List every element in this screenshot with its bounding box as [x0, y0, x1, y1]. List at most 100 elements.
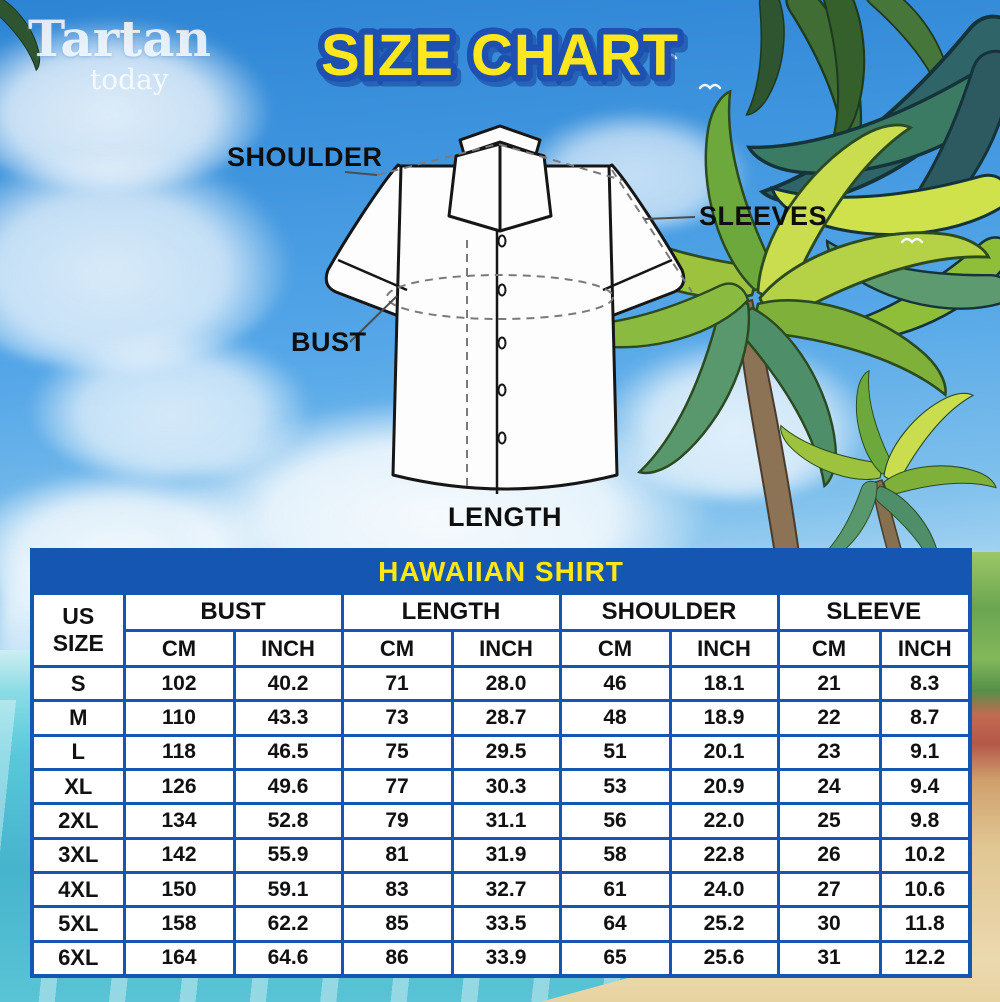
size-table: HAWAIIAN SHIRT US SIZE BUST LENGTH SHOUL… [30, 548, 973, 978]
size-value-cell: 56 [558, 802, 672, 840]
size-value-cell: 48 [558, 699, 672, 737]
size-value-cell: 81 [340, 836, 454, 874]
table-row: S 102 40.2 71 28.0 46 18.1 21 8.3 [30, 664, 972, 703]
size-value-cell: 110 [122, 699, 236, 737]
us-size-header: US SIZE [30, 592, 126, 668]
size-value-cell: 59.1 [232, 870, 344, 909]
size-label-cell: 2XL [30, 802, 126, 840]
size-value-cell: 18.9 [668, 699, 780, 737]
size-value-cell: 65 [558, 939, 672, 978]
size-label-cell: L [30, 733, 126, 771]
table-row: 3XL 142 55.9 81 31.9 58 22.8 26 10.2 [30, 836, 972, 874]
size-value-cell: 64.6 [232, 939, 344, 978]
size-value-cell: 31.1 [450, 802, 562, 840]
title-shadow-text: SIZE CHART [325, 28, 683, 93]
size-value-cell: 21 [776, 664, 882, 703]
size-value-cell: 61 [558, 870, 672, 909]
table-row: 6XL 164 64.6 86 33.9 65 25.6 31 12.2 [30, 939, 972, 978]
size-value-cell: 77 [340, 767, 454, 806]
size-value-cell: 18.1 [668, 664, 780, 703]
column-group-sleeve: SLEEVE [776, 592, 972, 632]
size-value-cell: 46 [558, 664, 672, 703]
size-label-cell: 6XL [30, 939, 126, 978]
size-value-cell: 31 [776, 939, 882, 978]
table-row: XL 126 49.6 77 30.3 53 20.9 24 9.4 [30, 767, 972, 806]
table-row: 4XL 150 59.1 83 32.7 61 24.0 27 10.6 [30, 870, 972, 909]
size-value-cell: 10.6 [878, 870, 972, 909]
column-group-bust: BUST [122, 592, 344, 632]
size-label-cell: 3XL [30, 836, 126, 874]
size-value-cell: 49.6 [232, 767, 344, 806]
size-value-cell: 62.2 [232, 905, 344, 943]
size-label-cell: 5XL [30, 905, 126, 943]
logo-sub-text: today [90, 63, 169, 96]
size-value-cell: 9.8 [878, 802, 972, 840]
size-value-cell: 8.7 [878, 699, 972, 737]
size-value-cell: 79 [340, 802, 454, 840]
size-value-cell: 20.9 [668, 767, 780, 806]
unit-header: CM [122, 629, 236, 668]
unit-header: CM [776, 629, 882, 668]
size-label-cell: XL [30, 767, 126, 806]
size-value-cell: 11.8 [878, 905, 972, 943]
size-value-cell: 24.0 [668, 870, 780, 909]
size-value-cell: 71 [340, 664, 454, 703]
size-value-cell: 26 [776, 836, 882, 874]
size-value-cell: 150 [122, 870, 236, 909]
size-value-cell: 23 [776, 733, 882, 771]
unit-header: CM [340, 629, 454, 668]
size-value-cell: 31.9 [450, 836, 562, 874]
size-value-cell: 58 [558, 836, 672, 874]
size-value-cell: 30.3 [450, 767, 562, 806]
size-value-cell: 118 [122, 733, 236, 771]
table-row: 5XL 158 62.2 85 33.5 64 25.2 30 11.8 [30, 905, 972, 943]
size-label-cell: S [30, 664, 126, 703]
size-value-cell: 33.5 [450, 905, 562, 943]
size-value-cell: 40.2 [232, 664, 344, 703]
size-value-cell: 126 [122, 767, 236, 806]
size-value-cell: 8.3 [878, 664, 972, 703]
size-value-cell: 22 [776, 699, 882, 737]
size-value-cell: 142 [122, 836, 236, 874]
size-value-cell: 53 [558, 767, 672, 806]
column-group-shoulder: SHOULDER [558, 592, 780, 632]
size-value-cell: 22.0 [668, 802, 780, 840]
unit-header: INCH [878, 629, 972, 668]
sleeves-label: SLEEVES [699, 201, 828, 231]
size-value-cell: 22.8 [668, 836, 780, 874]
table-group-header-row: US SIZE BUST LENGTH SHOULDER SLEEVE [30, 592, 972, 668]
unit-header: INCH [232, 629, 344, 668]
size-value-cell: 102 [122, 664, 236, 703]
size-table-body: S 102 40.2 71 28.0 46 18.1 21 8.3 M 110 43.3 73 28.7 4… [30, 664, 972, 978]
table-row: 2XL 134 52.8 79 31.1 56 22.0 25 9.8 [30, 802, 972, 840]
table-unit-header-row: CM INCH CM INCH CM INCH CM INCH [32, 629, 972, 668]
size-value-cell: 29.5 [450, 733, 562, 771]
length-label: LENGTH [448, 502, 562, 532]
size-value-cell: 20.1 [668, 733, 780, 771]
size-value-cell: 10.2 [878, 836, 972, 874]
size-value-cell: 9.4 [878, 767, 972, 806]
size-value-cell: 164 [122, 939, 236, 978]
size-value-cell: 28.7 [450, 699, 562, 737]
size-value-cell: 43.3 [232, 699, 344, 737]
title-text: SIZE CHART [321, 23, 679, 88]
size-value-cell: 9.1 [878, 733, 972, 771]
shoulder-label: SHOULDER [227, 142, 383, 172]
size-value-cell: 55.9 [232, 836, 344, 874]
size-value-cell: 28.0 [450, 664, 562, 703]
size-value-cell: 64 [558, 905, 672, 943]
size-value-cell: 24 [776, 767, 882, 806]
table-row: L 118 46.5 75 29.5 51 20.1 23 9.1 [30, 733, 972, 771]
table-title-banner: HAWAIIAN SHIRT [30, 548, 972, 595]
size-value-cell: 83 [340, 870, 454, 909]
size-value-cell: 75 [340, 733, 454, 771]
logo-brand-text: Tartan [28, 9, 212, 68]
size-value-cell: 33.9 [450, 939, 562, 978]
unit-header: INCH [450, 629, 562, 668]
brand-logo: Tartan today [28, 14, 211, 94]
column-group-length: LENGTH [340, 592, 562, 632]
table-banner-row: HAWAIIAN SHIRT [30, 548, 972, 595]
size-value-cell: 46.5 [232, 733, 344, 771]
size-value-cell: 27 [776, 870, 882, 909]
